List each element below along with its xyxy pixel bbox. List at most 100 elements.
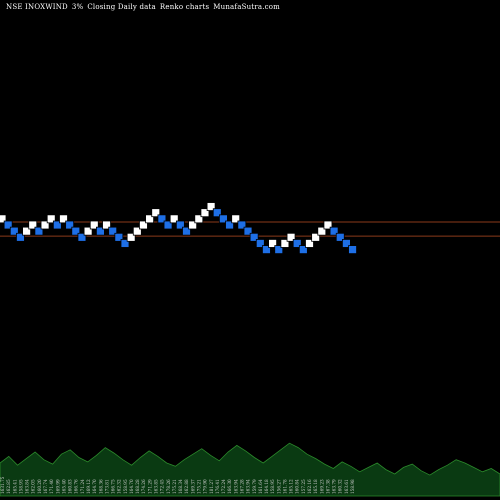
- volume-label: 164.70: [92, 479, 97, 494]
- down-brick: [163, 220, 173, 230]
- volume-label: 162.16: [307, 479, 312, 494]
- volume-label: 1631.75: [0, 476, 5, 494]
- volume-label: 161.64: [258, 479, 263, 494]
- volume-label: 163.85: [154, 479, 159, 494]
- volume-label: 167.74: [43, 479, 48, 494]
- up-brick: [89, 220, 99, 230]
- volume-label: 181.27: [209, 479, 214, 494]
- volume-label: 163.79: [332, 479, 337, 494]
- down-brick: [274, 245, 284, 255]
- volume-label: 178.26: [166, 479, 171, 494]
- down-brick: [71, 226, 81, 236]
- chart-type-label: Renko charts: [159, 3, 210, 11]
- down-brick: [255, 239, 265, 248]
- volume-label: 160.84: [295, 479, 300, 494]
- up-brick: [194, 214, 204, 224]
- up-brick: [139, 220, 148, 230]
- volume-label: 160.83: [68, 479, 73, 494]
- volume-label: 169.23: [319, 479, 324, 494]
- volume-label: 169.99: [55, 479, 60, 494]
- volume-label: 169.12: [86, 479, 91, 494]
- up-brick: [311, 232, 321, 242]
- up-brick: [46, 214, 56, 224]
- up-brick: [286, 232, 296, 242]
- down-brick: [237, 220, 247, 230]
- down-brick: [9, 226, 19, 236]
- symbol-label: NSE INOXWIND: [6, 3, 68, 11]
- volume-label: 175.21: [196, 479, 201, 494]
- volume-label: 171.40: [49, 479, 54, 494]
- up-brick: [28, 220, 38, 230]
- volume-label: 158.98: [350, 479, 355, 494]
- volume-label: 169.37: [190, 479, 195, 494]
- up-brick: [59, 214, 68, 224]
- volume-label: 158.95: [18, 479, 23, 494]
- volume-label: 162.32: [117, 479, 122, 494]
- volume-label: 166.30: [227, 479, 232, 494]
- volume-label: 165.40: [61, 479, 66, 494]
- volume-label: 158.95: [270, 479, 275, 494]
- up-brick: [132, 226, 142, 236]
- volume-label: 164.70: [129, 479, 134, 494]
- volume-label: 168.28: [135, 479, 140, 494]
- down-brick: [335, 232, 345, 242]
- up-brick: [268, 239, 278, 248]
- volume-label: 158.95: [123, 479, 128, 494]
- volume-label: 164.18: [264, 479, 269, 494]
- up-brick: [40, 220, 50, 230]
- volume-label: 168.34: [178, 479, 183, 494]
- box-size-label: 3%: [71, 3, 84, 11]
- down-brick: [249, 232, 259, 242]
- volume-label: 161.78: [282, 479, 287, 494]
- volume-label: 166.76: [74, 479, 79, 494]
- volume-label: 172.24: [221, 479, 226, 494]
- volume-area: [0, 442, 500, 497]
- down-brick: [96, 226, 105, 236]
- volume-label: 168.36: [98, 479, 103, 494]
- source-label: MunafaSutra.com: [213, 3, 281, 11]
- down-brick: [114, 232, 124, 242]
- volume-label: 167.28: [239, 479, 244, 494]
- up-brick: [169, 214, 179, 224]
- down-brick: [52, 220, 62, 230]
- volume-label: 163.94: [233, 479, 238, 494]
- up-brick: [126, 232, 136, 242]
- down-brick: [262, 245, 271, 255]
- up-brick: [231, 214, 241, 224]
- up-brick: [305, 239, 314, 248]
- volume-label: 171.29: [147, 479, 152, 494]
- up-brick: [83, 226, 93, 236]
- volume-label: 157.25: [301, 479, 306, 494]
- volume-label: 162.85: [6, 479, 11, 494]
- volume-label: 163.84: [25, 479, 30, 494]
- up-brick: [102, 220, 111, 230]
- volume-label: 165.18: [313, 479, 318, 494]
- down-brick: [212, 208, 222, 218]
- up-brick: [151, 208, 161, 218]
- volume-label: 163.94: [246, 479, 251, 494]
- volume-label: 175.21: [172, 479, 177, 494]
- down-brick: [120, 239, 130, 248]
- volume-label: 165.41: [12, 479, 17, 494]
- down-brick: [16, 232, 25, 242]
- down-brick: [218, 214, 228, 224]
- volume-label: 160.20: [37, 479, 42, 494]
- up-brick: [188, 220, 198, 230]
- down-brick: [175, 220, 185, 230]
- down-brick: [341, 239, 351, 248]
- down-brick: [77, 232, 87, 242]
- up-brick: [0, 214, 7, 224]
- volume-label: 167.38: [325, 479, 330, 494]
- volume-label: 166.75: [111, 479, 116, 494]
- volume-label: 165.12: [289, 479, 294, 494]
- down-brick: [3, 220, 13, 230]
- volume-label: 162.88: [184, 479, 189, 494]
- down-brick: [157, 214, 167, 224]
- down-brick: [348, 245, 357, 255]
- volume-label: 162.05: [31, 479, 36, 494]
- volume-label: 172.45: [160, 479, 165, 494]
- volume-label: 156.27: [276, 479, 281, 494]
- down-brick: [243, 226, 253, 236]
